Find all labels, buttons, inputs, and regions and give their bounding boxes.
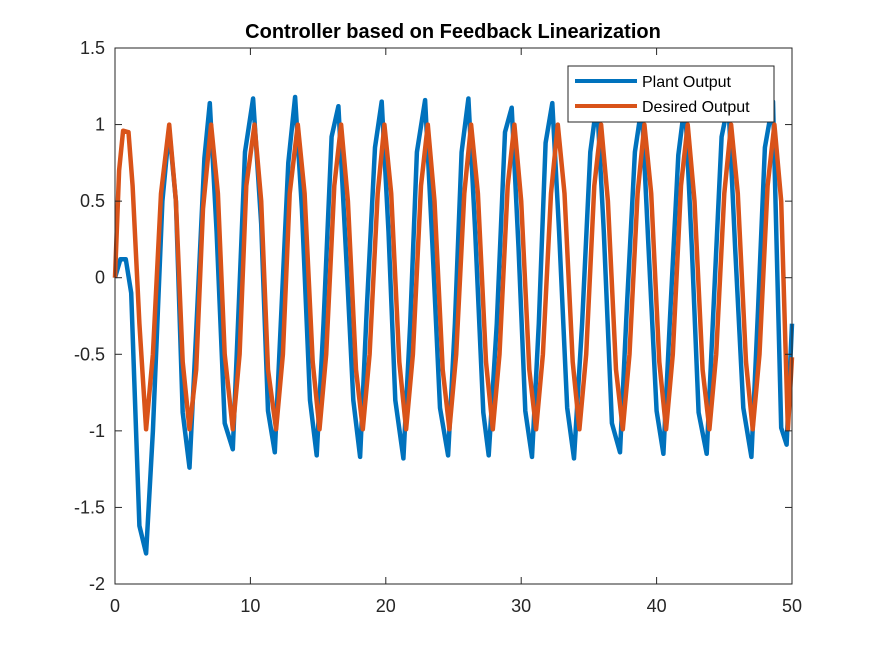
plot-area: 0 10 20 30 40 50 -2 -1.5 -1 -0.5 0 0.5 1 1.5	[74, 38, 802, 616]
legend-label-desired-output: Desired Output	[642, 99, 750, 116]
x-tick-label: 10	[240, 596, 260, 616]
x-tick-label: 30	[511, 596, 531, 616]
x-tick-label: 20	[376, 596, 396, 616]
x-tick-label: 50	[782, 596, 802, 616]
y-tick-label: 0	[95, 268, 105, 288]
y-tick-label: -2	[89, 574, 105, 594]
legend-label-plant-output: Plant Output	[642, 74, 732, 91]
legend: Plant Output Desired Output	[567, 65, 775, 123]
x-tick-label: 40	[647, 596, 667, 616]
y-tick-label: 0.5	[80, 191, 105, 211]
x-tick-label: 0	[110, 596, 120, 616]
legend-box	[567, 65, 775, 123]
x-axis: 0 10 20 30 40 50	[110, 48, 802, 616]
y-tick-label: -1.5	[74, 497, 105, 517]
y-tick-label: 1	[95, 115, 105, 135]
axes-frame	[114, 47, 793, 585]
series-line-desired-output	[112, 122, 795, 432]
chart-title: Controller based on Feedback Linearizati…	[245, 21, 661, 43]
y-tick-label: 1.5	[80, 38, 105, 58]
y-axis: -2 -1.5 -1 -0.5 0 0.5 1 1.5	[74, 38, 792, 594]
y-tick-label: -0.5	[74, 344, 105, 364]
y-tick-label: -1	[89, 421, 105, 441]
series-layer	[112, 94, 795, 556]
